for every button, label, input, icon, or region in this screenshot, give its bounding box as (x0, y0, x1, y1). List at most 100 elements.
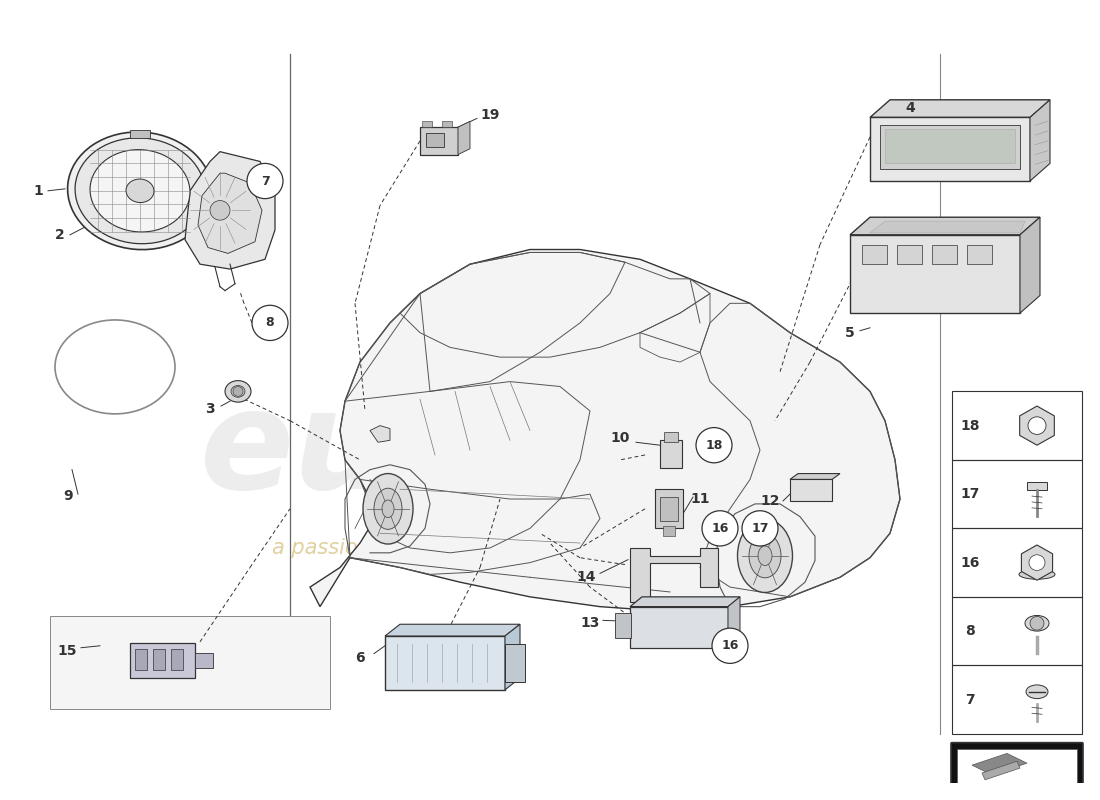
Ellipse shape (1026, 685, 1048, 698)
Bar (195, 653, 213, 668)
Bar (654, 490, 683, 528)
Bar (505, 644, 525, 682)
Polygon shape (505, 624, 520, 690)
Ellipse shape (75, 138, 205, 244)
Circle shape (696, 427, 732, 463)
Polygon shape (458, 122, 470, 154)
Bar (880, 126, 1020, 170)
Text: 16: 16 (712, 522, 728, 535)
Bar (790, 479, 832, 501)
Bar (615, 613, 631, 638)
Bar (952, 460, 1082, 528)
Bar (660, 440, 682, 468)
Ellipse shape (382, 500, 394, 518)
Ellipse shape (231, 386, 245, 398)
Ellipse shape (67, 132, 212, 250)
Text: 17: 17 (960, 487, 980, 501)
Polygon shape (185, 152, 275, 269)
Bar (870, 118, 1030, 181)
Polygon shape (870, 100, 1050, 118)
Text: 035 01: 035 01 (982, 784, 1052, 800)
Text: 18: 18 (960, 418, 980, 433)
Text: 3: 3 (206, 402, 214, 416)
Text: a passion for parts since 1985: a passion for parts since 1985 (273, 538, 587, 558)
Ellipse shape (363, 474, 412, 544)
Circle shape (1028, 554, 1045, 570)
Polygon shape (790, 474, 840, 479)
Bar (957, 749, 1077, 783)
Circle shape (1028, 417, 1046, 434)
Ellipse shape (226, 381, 251, 402)
Polygon shape (630, 548, 718, 602)
Bar (952, 528, 1082, 597)
Polygon shape (370, 426, 390, 442)
Ellipse shape (737, 519, 792, 593)
Bar (50, 617, 330, 710)
Bar (135, 649, 147, 670)
Polygon shape (198, 173, 262, 254)
Text: 6: 6 (355, 650, 365, 665)
Ellipse shape (749, 534, 781, 578)
Polygon shape (385, 624, 520, 636)
Circle shape (233, 386, 243, 396)
Polygon shape (870, 221, 1025, 233)
Bar (442, 122, 452, 127)
Text: 16: 16 (960, 556, 980, 570)
Polygon shape (1022, 545, 1053, 580)
Bar (932, 245, 957, 264)
Text: rts: rts (530, 382, 748, 518)
Polygon shape (728, 597, 740, 648)
Polygon shape (310, 250, 900, 611)
Ellipse shape (758, 546, 772, 566)
Text: 13: 13 (581, 616, 600, 630)
Polygon shape (982, 762, 1020, 780)
Ellipse shape (1019, 570, 1055, 579)
Text: 16: 16 (722, 639, 739, 652)
Bar (130, 643, 195, 678)
Polygon shape (1027, 482, 1047, 490)
Text: 11: 11 (691, 492, 710, 506)
Circle shape (248, 163, 283, 198)
Bar (426, 133, 444, 146)
Text: 8: 8 (266, 316, 274, 330)
Circle shape (702, 510, 738, 546)
Bar (422, 122, 432, 127)
Ellipse shape (90, 150, 190, 232)
Bar (952, 597, 1082, 666)
Text: 7: 7 (261, 174, 270, 187)
Text: 15: 15 (57, 644, 77, 658)
Polygon shape (1030, 100, 1050, 181)
Bar (385, 636, 505, 690)
Bar (886, 129, 1015, 163)
FancyBboxPatch shape (952, 742, 1084, 800)
Text: 12: 12 (760, 494, 780, 508)
Bar (952, 391, 1082, 460)
Text: 1: 1 (33, 184, 43, 198)
Circle shape (210, 201, 230, 220)
Circle shape (742, 510, 778, 546)
Text: 9: 9 (63, 489, 73, 503)
Bar (862, 245, 887, 264)
Text: 10: 10 (610, 431, 629, 446)
Text: 19: 19 (481, 109, 499, 122)
Polygon shape (1020, 218, 1040, 313)
Bar (967, 245, 992, 264)
Text: 2: 2 (55, 228, 65, 242)
Text: 7: 7 (965, 693, 975, 706)
Bar (896, 245, 922, 264)
Bar (664, 433, 678, 442)
Bar (952, 666, 1082, 734)
Bar (850, 235, 1020, 313)
Bar (663, 526, 675, 536)
Polygon shape (972, 754, 1027, 775)
Text: 14: 14 (576, 570, 596, 584)
Circle shape (712, 628, 748, 663)
Bar (630, 606, 728, 648)
Polygon shape (850, 218, 1040, 235)
Polygon shape (630, 597, 740, 606)
Bar (170, 649, 183, 670)
Circle shape (252, 306, 288, 341)
Bar (153, 649, 165, 670)
Ellipse shape (374, 488, 401, 530)
Text: europ: europ (200, 382, 657, 518)
